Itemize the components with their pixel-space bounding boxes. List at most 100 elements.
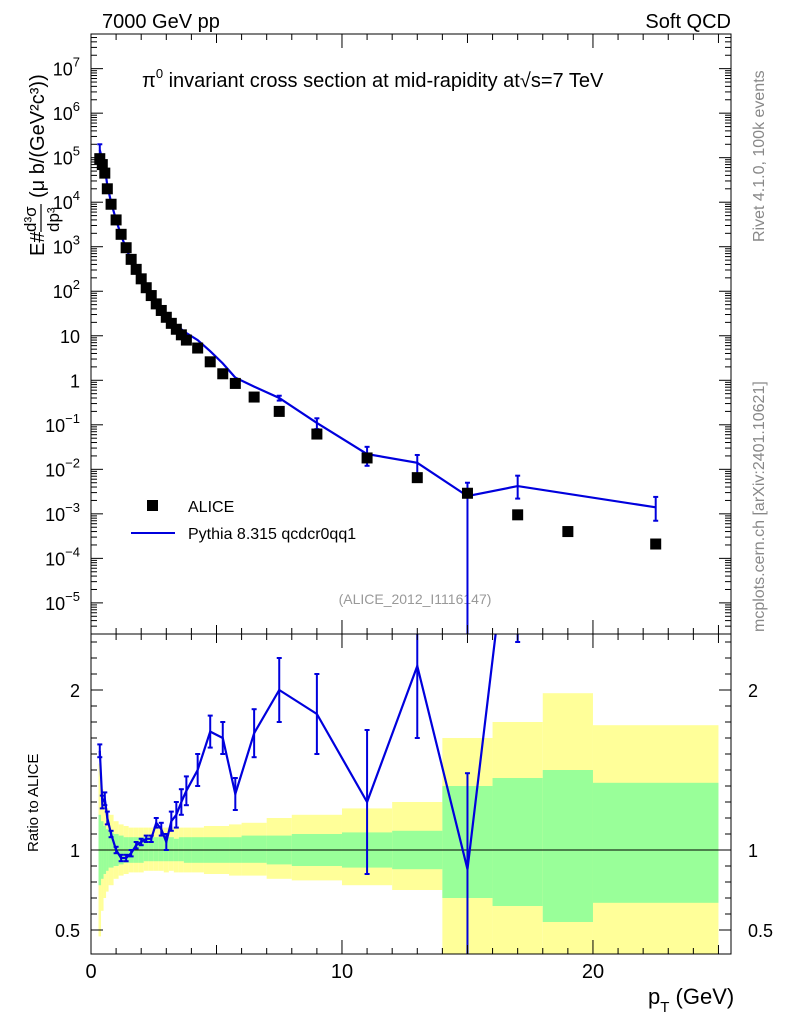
main-alice-point	[562, 526, 574, 538]
ratio-marks-layer	[91, 634, 731, 954]
main-ytick-label-base: 10	[60, 327, 80, 347]
main-alice-point	[170, 323, 182, 335]
main-ytick-label: 102	[53, 277, 80, 302]
ylabel-unit: (μ b/(GeV²c³))	[27, 74, 49, 198]
main-ytick-label: 103	[53, 233, 80, 258]
ratio-ytick-label: 1	[70, 841, 80, 861]
main-ytick-label-base: 10	[45, 505, 65, 525]
header-left: 7000 GeV pp	[102, 11, 220, 33]
main-ytick-label: 10	[60, 327, 80, 347]
ratio-band-inner	[178, 837, 184, 862]
rivet-label: Rivet 4.1.0, 100k events	[751, 70, 768, 242]
main-alice-point	[411, 472, 423, 484]
main-ytick-label-base: 10	[53, 60, 73, 80]
main-alice-point	[229, 377, 241, 389]
main-ytick-label-exponent: −4	[65, 544, 80, 559]
ratio-band-inner	[492, 778, 543, 906]
main-ytick-label: 10−3	[45, 500, 80, 525]
main-alice-point	[512, 509, 524, 521]
title-superscript: 0	[156, 66, 163, 81]
ratio-ytick-label: 2	[70, 681, 80, 701]
main-pythia-line	[98, 149, 656, 509]
main-alice-point	[99, 167, 111, 179]
main-marks-layer	[94, 143, 662, 634]
main-ytick-label-base: 1	[70, 371, 80, 391]
main-ytick-label: 105	[53, 144, 80, 169]
title-sqrt: √s=7 TeV	[520, 70, 604, 92]
legend-marker-alice	[147, 500, 158, 511]
ratio-ytick-label-right: 1	[748, 841, 758, 861]
ratio-band-inner	[153, 837, 159, 862]
xlabel-p: p	[648, 984, 660, 1009]
ratio-band-inner	[241, 835, 267, 863]
main-alice-point	[311, 428, 323, 440]
main-ytick-label-exponent: 7	[73, 55, 80, 70]
main-alice-point	[101, 183, 113, 195]
main-alice-point	[105, 198, 117, 210]
ratio-ytick-label: 0.5	[55, 921, 80, 941]
main-alice-point	[155, 304, 167, 316]
ylabel-lead: E#	[27, 231, 49, 256]
main-alice-point	[130, 263, 142, 275]
main-ytick-label: 107	[53, 55, 80, 80]
main-alice-point	[650, 538, 662, 550]
mcplots-label: mcplots.cern.ch [arXiv:2401.10621]	[751, 381, 768, 632]
ratio-frame	[90, 633, 732, 955]
legend-label-alice: ALICE	[188, 499, 234, 516]
main-alice-point	[204, 356, 216, 368]
plot-title: π0 invariant cross section at mid-rapidi…	[142, 66, 604, 92]
main-alice-point	[96, 159, 108, 171]
main-alice-point	[150, 298, 162, 310]
main-alice-point	[192, 342, 204, 354]
main-alice-point	[120, 242, 132, 254]
main-ytick-label: 10−2	[45, 455, 80, 480]
main-ytick-label: 10−1	[45, 411, 80, 436]
main-ytick-label-exponent: −1	[65, 411, 80, 426]
main-ytick-label-exponent: 5	[73, 144, 80, 159]
legend-label-pythia: Pythia 8.315 qcdcr0qq1	[188, 526, 356, 543]
main-ytick-label-base: 10	[53, 149, 73, 169]
ratio-ytick-label-right: 0.5	[748, 921, 773, 941]
main-alice-point	[160, 311, 172, 323]
main-ytick-label-exponent: −3	[65, 500, 80, 515]
main-alice-point	[110, 214, 122, 226]
ratio-xtick-label: 0	[85, 961, 96, 983]
ratio-xtick-label: 20	[582, 961, 604, 983]
main-alice-point	[115, 228, 127, 240]
ratio-xtick-label: 10	[331, 961, 353, 983]
header-right: Soft QCD	[645, 11, 731, 33]
ratio-band-inner	[148, 837, 154, 862]
xlabel-sub: T	[660, 999, 669, 1016]
ratio-band-inner	[158, 837, 164, 862]
main-ytick-label: 1	[70, 371, 80, 391]
main-alice-point	[361, 452, 373, 464]
ratio-bands-layer	[98, 693, 719, 954]
main-alice-point	[94, 153, 106, 165]
ratio-band-inner	[143, 837, 149, 862]
main-ytick-label-exponent: 4	[73, 188, 80, 203]
xlabel-unit: (GeV)	[669, 984, 734, 1009]
main-alice-point	[145, 290, 157, 302]
main-ytick-label-exponent: −5	[65, 589, 80, 604]
ratio-ylabel: Ratio to ALICE	[25, 754, 42, 852]
legend: ALICE Pythia 8.315 qcdcr0qq1	[131, 499, 356, 543]
xlabel: pT (GeV)	[648, 984, 734, 1016]
main-alice-point	[125, 253, 137, 265]
main-ytick-label: 106	[53, 99, 80, 124]
main-ytick-label-base: 10	[53, 104, 73, 124]
title-main: invariant cross section at mid-rapidity …	[163, 70, 520, 92]
main-ytick-label-base: 10	[45, 460, 65, 480]
main-alice-point	[217, 368, 229, 380]
ratio-band-inner	[592, 782, 719, 903]
main-alice-point	[165, 317, 177, 329]
analysis-watermark: (ALICE_2012_I1116147)	[339, 591, 492, 607]
ratio-ytick-label-right: 2	[748, 681, 758, 701]
axes-layer: 10710610510410310210110−110−210−310−410−…	[45, 33, 773, 983]
ylabel-numerator: d³σ	[21, 206, 40, 232]
main-ytick-label-base: 10	[45, 594, 65, 614]
main-ytick-label: 104	[53, 188, 80, 213]
main-ytick-label-base: 10	[45, 549, 65, 569]
main-ytick-label-exponent: 2	[73, 277, 80, 292]
main-alice-point	[273, 405, 285, 417]
